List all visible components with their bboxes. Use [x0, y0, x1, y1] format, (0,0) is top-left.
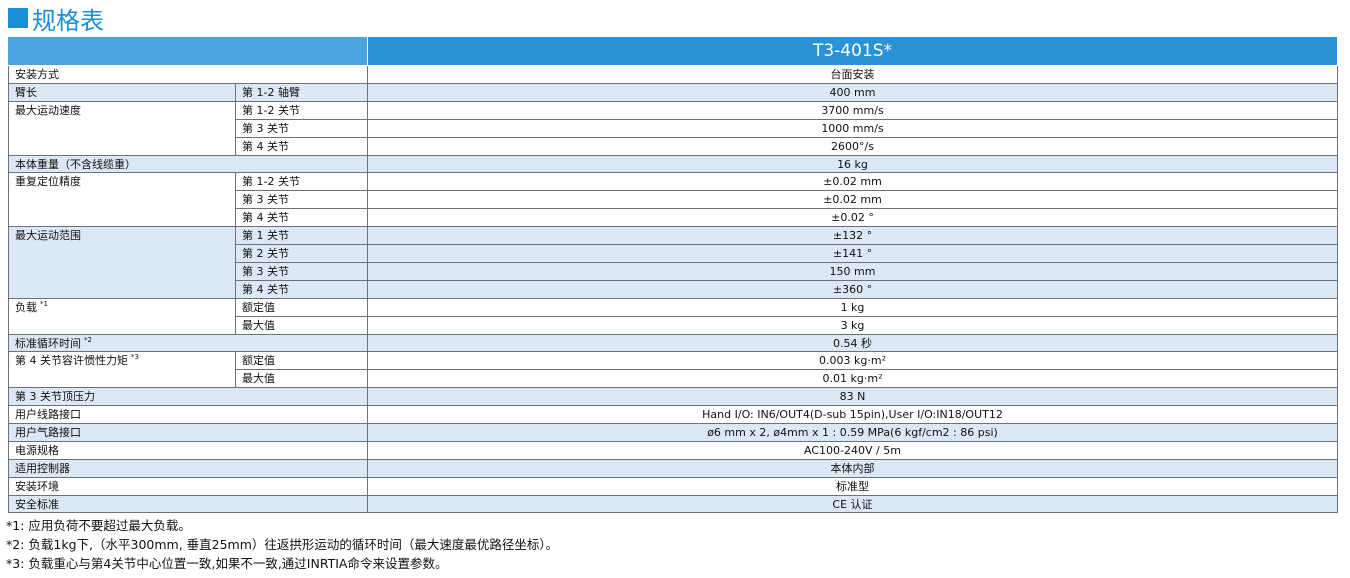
label-text: 重复定位精度	[15, 175, 81, 188]
footnote-ref: *1	[40, 300, 48, 308]
sub-label: 第 1-2 轴臂	[236, 84, 368, 102]
sub-label: 第 3 关节	[236, 263, 368, 281]
label-text: 标准循环时间	[15, 337, 81, 350]
row-label: 第 3 关节顶压力	[8, 388, 368, 406]
row-label: 安装方式	[8, 66, 368, 84]
sub-label: 第 3 关节	[236, 120, 368, 138]
label-text: 最大运动范围	[15, 229, 81, 242]
sub-label: 第 4 关节	[236, 281, 368, 299]
row-label: 臂长	[8, 84, 236, 102]
title-text: 规格表	[32, 6, 104, 35]
value: ø6 mm x 2, ø4mm x 1 : 0.59 MPa(6 kgf/cm2…	[368, 424, 1338, 442]
value: 台面安装	[368, 66, 1338, 84]
footnote-ref: *2	[84, 336, 92, 344]
sub-label: 额定值	[236, 352, 368, 370]
sub-label: 第 1-2 关节	[236, 173, 368, 191]
footnotes: *1: 应用负荷不要超过最大负载。 *2: 负载1kg下,（水平300mm, 垂直…	[6, 516, 558, 573]
value: 2600°/s	[368, 138, 1338, 156]
label-text: 本体重量（不含线缆重）	[15, 158, 136, 171]
value: CE 认证	[368, 496, 1338, 513]
label-text: 第 3 关节顶压力	[15, 390, 95, 403]
label-text: 安全标准	[15, 498, 59, 511]
title-square	[8, 8, 28, 28]
spec-table: T3-401S* 安装方式 台面安装 臂长第 1-2 轴臂 400 mm 最大运动速度第 …	[8, 37, 1338, 514]
row-label: 第 4 关节容许惯性力矩 *3	[8, 352, 236, 388]
row-label: 本体重量（不含线缆重）	[8, 156, 368, 173]
value: 150 mm	[368, 263, 1338, 281]
row-label: 最大运动范围	[8, 227, 236, 299]
row-label: 最大运动速度	[8, 102, 236, 156]
sub-label: 第 2 关节	[236, 245, 368, 263]
value: ±0.02 mm	[368, 173, 1338, 191]
label-text: 适用控制器	[15, 462, 70, 475]
label-text: 电源规格	[15, 444, 59, 457]
sub-label: 第 4 关节	[236, 138, 368, 156]
row-label: 安全标准	[8, 496, 368, 513]
header-blank	[8, 37, 368, 66]
value: 0.54 秒	[368, 335, 1338, 352]
row-label: 负载 *1	[8, 299, 236, 335]
header-model: T3-401S*	[368, 37, 1338, 66]
sub-label: 第 1-2 关节	[236, 102, 368, 120]
row-label: 安装环境	[8, 478, 368, 496]
footnote: *3: 负载重心与第4关节中心位置一致,如果不一致,通过INRTIA命令来设置参…	[6, 556, 448, 571]
value: 3 kg	[368, 317, 1338, 335]
sub-label: 第 3 关节	[236, 191, 368, 209]
value: 400 mm	[368, 84, 1338, 102]
value: 0.01 kg·m²	[368, 370, 1338, 388]
sub-label: 第 4 关节	[236, 209, 368, 227]
label-text: 安装方式	[15, 68, 59, 81]
label-text: 第 4 关节容许惯性力矩	[15, 354, 128, 367]
sub-label: 最大值	[236, 317, 368, 335]
value: 3700 mm/s	[368, 102, 1338, 120]
value: 1000 mm/s	[368, 120, 1338, 138]
footnote: *1: 应用负荷不要超过最大负载。	[6, 518, 191, 533]
value: 本体内部	[368, 460, 1338, 478]
footnote-ref: *3	[131, 353, 139, 361]
label-text: 最大运动速度	[15, 104, 81, 117]
label-text: 用户气路接口	[15, 426, 81, 439]
row-label: 适用控制器	[8, 460, 368, 478]
label-text: 安装环境	[15, 480, 59, 493]
sub-label: 第 1 关节	[236, 227, 368, 245]
row-label: 重复定位精度	[8, 173, 236, 227]
label-text: 负载	[15, 301, 37, 314]
label-text: 用户线路接口	[15, 408, 81, 421]
value: 1 kg	[368, 299, 1338, 317]
value: ±132 °	[368, 227, 1338, 245]
value: ±141 °	[368, 245, 1338, 263]
footnote: *2: 负载1kg下,（水平300mm, 垂直25mm）往返拱形运动的循环时间（…	[6, 537, 559, 552]
sub-label: 额定值	[236, 299, 368, 317]
sub-label: 最大值	[236, 370, 368, 388]
title: 规格表	[8, 2, 104, 35]
value: ±0.02 mm	[368, 191, 1338, 209]
value: 标准型	[368, 478, 1338, 496]
value: AC100-240V / 5m	[368, 442, 1338, 460]
value: ±360 °	[368, 281, 1338, 299]
row-label: 电源规格	[8, 442, 368, 460]
row-label: 用户线路接口	[8, 406, 368, 424]
value: 83 N	[368, 388, 1338, 406]
value: Hand I/O: IN6/OUT4(D-sub 15pin),User I/O…	[368, 406, 1338, 424]
value: ±0.02 °	[368, 209, 1338, 227]
label-text: 臂长	[15, 86, 37, 99]
row-label: 标准循环时间 *2	[8, 335, 368, 352]
row-label: 用户气路接口	[8, 424, 368, 442]
value: 0.003 kg·m²	[368, 352, 1338, 370]
value: 16 kg	[368, 156, 1338, 173]
